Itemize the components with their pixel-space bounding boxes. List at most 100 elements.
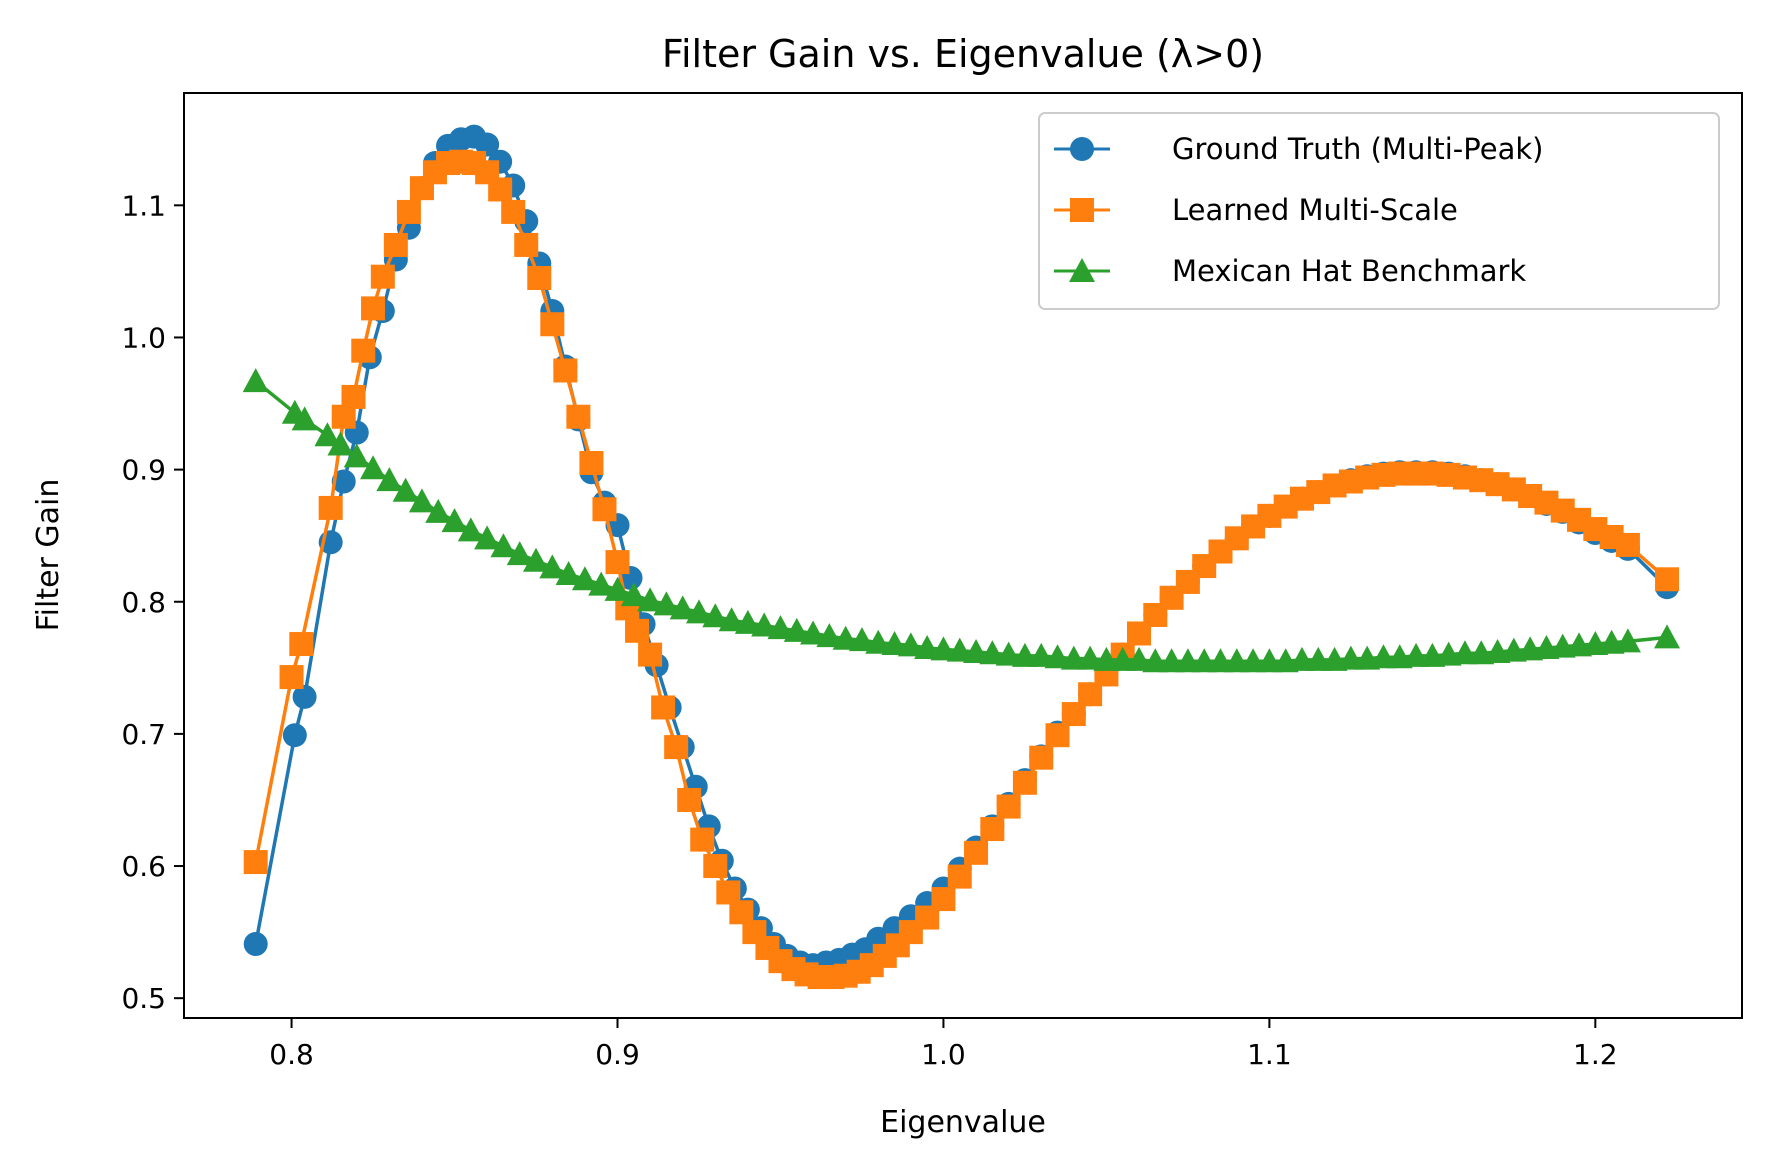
data-point-square <box>996 794 1021 819</box>
x-tick-label: 0.9 <box>595 1038 640 1071</box>
data-point-triangle <box>343 443 370 468</box>
data-point-triangle <box>1337 645 1364 670</box>
legend-marker-square <box>1070 198 1094 222</box>
x-tick-label: 0.8 <box>269 1038 314 1071</box>
data-point-triangle <box>523 547 550 572</box>
data-point-square <box>289 632 314 657</box>
data-point-triangle <box>588 571 615 596</box>
data-point-triangle <box>1240 648 1267 673</box>
data-point-triangle <box>474 525 501 550</box>
legend-label-mexican-hat: Mexican Hat Benchmark <box>1172 254 1526 288</box>
data-point-triangle <box>376 467 403 492</box>
data-point-triangle <box>669 595 696 620</box>
data-point-triangle <box>767 615 794 640</box>
data-point-circle <box>331 469 356 494</box>
data-point-square <box>566 404 591 429</box>
data-point-triangle <box>539 554 566 579</box>
y-tick-label: 1.0 <box>121 321 166 354</box>
data-point-square <box>605 550 630 575</box>
data-point-triangle <box>1028 642 1055 667</box>
data-point-triangle <box>1191 648 1218 673</box>
data-point-triangle <box>1109 646 1136 671</box>
chart-title: Filter Gain vs. Eigenvalue (λ>0) <box>662 32 1264 76</box>
legend-box <box>1038 112 1720 310</box>
x-tick-label: 1.1 <box>1247 1038 1292 1071</box>
data-point-triangle <box>718 607 745 632</box>
legend-label-ground-truth: Ground Truth (Multi-Peak) <box>1172 132 1543 166</box>
legend-label-learned: Learned Multi-Scale <box>1172 193 1458 227</box>
data-point-square <box>1655 567 1680 592</box>
data-point-triangle <box>930 636 957 661</box>
legend-marker-circle <box>1070 137 1094 161</box>
data-point-triangle <box>734 609 761 634</box>
data-point-square <box>964 840 989 865</box>
data-point-square <box>383 232 408 257</box>
data-point-triangle <box>685 599 712 624</box>
y-tick-label: 0.6 <box>121 850 166 883</box>
data-point-triangle <box>1256 648 1283 673</box>
data-point-square <box>527 266 552 290</box>
data-point-square <box>664 735 689 760</box>
data-point-triangle <box>702 603 729 628</box>
data-point-square <box>361 296 386 321</box>
x-axis: 0.8 0.9 1.0 1.1 1.2 <box>269 1018 1618 1071</box>
data-point-triangle <box>1142 648 1169 673</box>
data-point-square <box>553 358 578 383</box>
data-point-triangle <box>783 617 810 642</box>
data-point-triangle <box>620 582 647 607</box>
legend-marker-triangle <box>1069 258 1095 282</box>
data-point-square <box>638 642 663 667</box>
data-point-triangle <box>946 637 973 662</box>
data-point-square <box>1615 532 1640 557</box>
legend: Ground Truth (Multi-Peak) Learned Multi-… <box>1038 112 1720 310</box>
data-point-triangle <box>604 576 631 601</box>
data-point-square <box>703 854 728 879</box>
data-point-triangle <box>816 623 843 648</box>
y-tick-label: 0.8 <box>121 586 166 619</box>
data-point-triangle <box>1207 648 1234 673</box>
data-point-triangle <box>751 612 778 637</box>
data-point-triangle <box>1403 642 1430 667</box>
data-point-circle <box>282 723 307 748</box>
data-point-square <box>351 338 376 363</box>
data-point-square <box>396 199 421 224</box>
data-point-square <box>625 618 650 643</box>
data-point-square <box>501 199 526 224</box>
data-point-square <box>279 665 304 690</box>
axes-frame <box>183 92 1743 1019</box>
data-point-triangle <box>457 517 484 542</box>
data-point-triangle <box>995 641 1022 666</box>
data-point-triangle <box>653 591 680 616</box>
data-point-triangle <box>327 431 354 456</box>
y-tick-label: 1.1 <box>121 189 166 222</box>
y-axis: 0.5 0.6 0.7 0.8 0.9 1.0 1.1 <box>121 189 184 1015</box>
data-point-triangle <box>1044 644 1071 669</box>
data-point-square <box>677 787 702 812</box>
data-point-square <box>370 264 395 289</box>
data-point-triangle <box>637 587 664 612</box>
data-point-circle <box>243 932 268 956</box>
x-tick-label: 1.2 <box>1573 1038 1618 1071</box>
data-point-square <box>690 827 715 852</box>
data-point-triangle <box>441 508 468 533</box>
data-point-square <box>341 384 366 409</box>
data-point-triangle <box>1451 640 1478 665</box>
y-tick-label: 0.9 <box>121 454 166 487</box>
data-point-square <box>1012 770 1037 795</box>
data-point-triangle <box>506 541 533 566</box>
data-point-triangle <box>1077 645 1104 670</box>
data-point-square <box>243 850 268 875</box>
data-point-triangle <box>897 632 924 657</box>
data-point-triangle <box>360 455 387 480</box>
data-point-triangle <box>242 368 269 393</box>
data-point-triangle <box>392 477 419 502</box>
data-point-square <box>540 312 565 337</box>
data-point-square <box>318 495 343 520</box>
data-point-triangle <box>1654 624 1681 649</box>
data-point-square <box>1045 723 1070 748</box>
data-point-square <box>1029 745 1054 770</box>
data-point-triangle <box>979 640 1006 665</box>
data-point-triangle <box>1011 642 1038 667</box>
data-point-circle <box>292 684 317 709</box>
